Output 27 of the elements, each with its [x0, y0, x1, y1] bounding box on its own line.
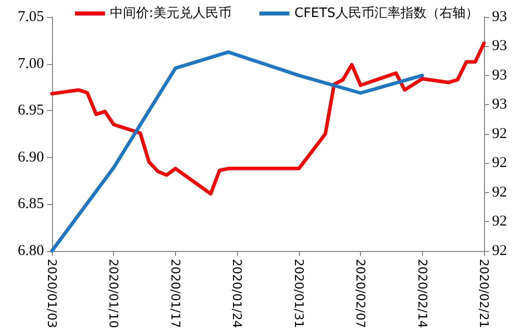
y-tick-label: 7.00 — [18, 56, 44, 72]
x-tick-label: 2020/02/07 — [354, 258, 368, 328]
x-tick-label: 2020/01/03 — [45, 258, 59, 328]
x-tick-label: 2020/02/21 — [477, 258, 491, 328]
x-tick-label: 2020/02/14 — [415, 258, 430, 328]
y-tick-label: 6.85 — [18, 196, 44, 212]
y-tick-label: 7.05 — [18, 9, 44, 25]
legend-label: 中间价:美元兑人民币 — [110, 5, 232, 21]
y-tick-label: 6.80 — [18, 242, 44, 259]
line-series — [50, 50, 424, 253]
y2-tick-label: 93 — [492, 38, 507, 54]
y2-tick-label: 93 — [492, 96, 507, 113]
legend-label: CFETS人民币汇率指数（右轴） — [294, 5, 478, 21]
y-tick-label: 6.95 — [18, 102, 44, 119]
y-tick-label: 6.90 — [18, 149, 44, 166]
x-tick-label: 2020/01/10 — [106, 258, 121, 328]
x-tick-label: 2020/01/24 — [230, 258, 244, 328]
y2-tick-label: 92 — [492, 214, 507, 230]
y2-tick-label: 93 — [492, 67, 507, 84]
x-tick-label: 2020/01/17 — [168, 258, 182, 328]
y2-tick-label: 93 — [492, 9, 507, 25]
y2-tick-label: 92 — [492, 155, 507, 172]
y2-tick-label: 92 — [492, 242, 507, 259]
y2-tick-label: 92 — [492, 184, 507, 200]
x-tick-label: 2020/01/31 — [292, 258, 306, 328]
y2-tick-label: 92 — [492, 126, 507, 142]
line-series — [50, 41, 486, 196]
